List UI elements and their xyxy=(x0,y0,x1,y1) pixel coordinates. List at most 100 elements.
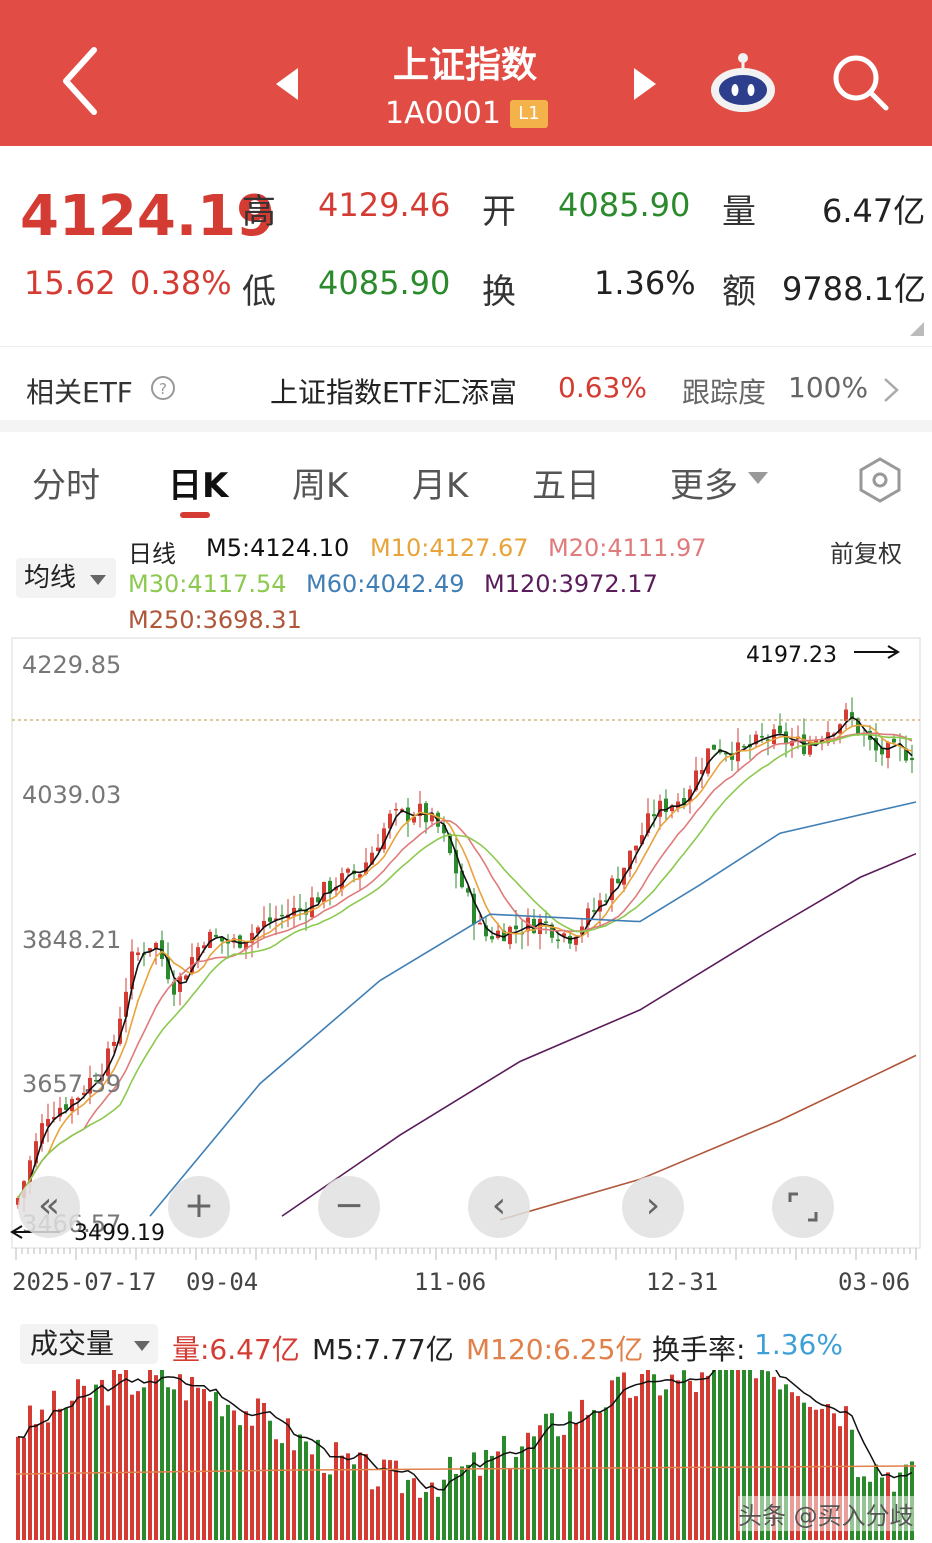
candle-body xyxy=(652,814,656,817)
tab-daily-k[interactable]: 日K xyxy=(168,466,229,506)
volume-chart[interactable] xyxy=(0,1333,932,1543)
ma250-line xyxy=(499,1054,917,1221)
scroll-left-button[interactable]: ‹ xyxy=(468,1176,530,1238)
ma30-value: M30:4117.54 xyxy=(128,570,287,598)
amount-value: 9788.1亿 xyxy=(782,270,926,308)
volume-bar xyxy=(778,1389,782,1540)
volume-bar xyxy=(82,1385,86,1540)
ma20-line xyxy=(17,732,913,1199)
candle-body xyxy=(640,835,644,845)
candle-body xyxy=(214,934,218,937)
candle-body xyxy=(502,930,506,942)
volume-bar xyxy=(838,1426,842,1540)
volume-bar xyxy=(352,1464,356,1540)
x-tick-1: 2025-07-17 xyxy=(12,1268,157,1296)
candle-body xyxy=(244,941,248,950)
volume-bar xyxy=(724,1343,728,1540)
volume-bar xyxy=(814,1409,818,1540)
chevron-right-icon[interactable] xyxy=(882,377,900,403)
volume-bar xyxy=(70,1400,74,1540)
volume-bar xyxy=(592,1409,596,1540)
volume-bar xyxy=(784,1384,788,1540)
candle-body xyxy=(364,862,368,874)
volume-bar xyxy=(730,1348,734,1540)
volume-bar xyxy=(124,1367,128,1540)
candle-body xyxy=(370,852,374,865)
active-tab-indicator xyxy=(180,512,210,518)
volume-bar xyxy=(850,1429,854,1540)
volume-bar xyxy=(484,1450,488,1540)
volume-svg xyxy=(15,1333,917,1540)
candle-body xyxy=(220,937,224,942)
candle-body xyxy=(106,1048,110,1076)
volume-bar xyxy=(820,1408,824,1540)
quote-panel: 4124.19 15.62 0.38% 高 4129.46 开 4085.90 … xyxy=(0,146,932,346)
etf-label: 相关ETF xyxy=(26,376,133,409)
candle-body xyxy=(250,932,254,943)
ma5-line xyxy=(17,716,913,1199)
volume-label: 量 xyxy=(722,192,756,232)
volume-value: 6.47亿 xyxy=(822,192,926,230)
help-icon[interactable]: ? xyxy=(150,375,176,401)
fullscreen-icon xyxy=(788,1192,818,1222)
robot-assistant-icon[interactable] xyxy=(708,50,778,114)
volume-bar xyxy=(574,1423,578,1540)
next-stock-icon[interactable] xyxy=(634,68,656,100)
candle-body xyxy=(808,741,812,755)
kline-chart[interactable]: 4229.85 4039.03 3848.21 3657.39 3466.57 … xyxy=(0,636,932,1316)
volume-bar xyxy=(406,1479,410,1540)
ma10-value: M10:4127.67 xyxy=(370,534,529,562)
low-annotation: 3499.19 xyxy=(74,1221,165,1246)
volume-bar xyxy=(550,1413,554,1540)
stock-code: 1A0001 xyxy=(385,96,501,131)
volume-bar xyxy=(280,1443,284,1540)
search-icon[interactable] xyxy=(828,50,892,114)
candle-body xyxy=(592,910,596,912)
fullscreen-button[interactable] xyxy=(772,1176,834,1238)
candle-body xyxy=(904,748,908,761)
candle-body xyxy=(706,748,710,774)
tab-weekly-k[interactable]: 周K xyxy=(292,466,349,506)
volume-bar xyxy=(88,1397,92,1540)
volume-bar xyxy=(556,1436,560,1540)
volume-bar xyxy=(376,1486,380,1540)
candle-body xyxy=(562,933,566,937)
candle-body xyxy=(574,936,578,945)
zoom-in-button[interactable]: + xyxy=(168,1176,230,1238)
tracking-label: 跟踪度 xyxy=(682,376,767,409)
prev-stock-icon[interactable] xyxy=(276,68,298,100)
candle-body xyxy=(94,1079,98,1082)
volume-bar xyxy=(418,1497,422,1540)
tab-intraday[interactable]: 分时 xyxy=(32,466,100,506)
volume-bar xyxy=(40,1409,44,1540)
volume-m120: M120:6.25亿 xyxy=(466,1333,644,1366)
volume-bar xyxy=(58,1408,62,1540)
candle-body xyxy=(340,873,344,890)
settings-hexagon-icon[interactable] xyxy=(856,456,904,504)
volume-bar xyxy=(22,1437,26,1540)
volume-bar xyxy=(448,1456,452,1540)
caret-down-icon[interactable] xyxy=(748,470,768,486)
candle-body xyxy=(316,897,320,903)
candle-body xyxy=(544,921,548,924)
tab-five-day[interactable]: 五日 xyxy=(532,466,600,506)
volume-bar xyxy=(754,1378,758,1540)
corner-expand-icon[interactable] xyxy=(910,322,924,336)
candle-body xyxy=(610,878,614,901)
candle-body xyxy=(256,927,260,934)
scroll-right-button[interactable]: › xyxy=(622,1176,684,1238)
volume-bar xyxy=(736,1333,740,1540)
zoom-out-button[interactable]: − xyxy=(318,1176,380,1238)
volume-dropdown[interactable]: 成交量 xyxy=(20,1324,158,1364)
volume-bar xyxy=(142,1387,146,1540)
related-etf-bar[interactable]: 相关ETF ? 上证指数ETF汇添富 0.63% 跟踪度 100% xyxy=(0,346,932,432)
tab-more[interactable]: 更多 xyxy=(670,466,738,506)
scroll-left-fast-button[interactable]: « xyxy=(18,1176,80,1238)
volume-bar xyxy=(328,1474,332,1540)
volume-bar xyxy=(562,1434,566,1540)
back-icon[interactable] xyxy=(52,42,112,120)
adjust-mode[interactable]: 前复权 xyxy=(830,540,902,568)
tab-monthly-k[interactable]: 月K xyxy=(412,466,469,506)
volume-bar xyxy=(580,1399,584,1540)
volume-bar xyxy=(238,1425,242,1540)
